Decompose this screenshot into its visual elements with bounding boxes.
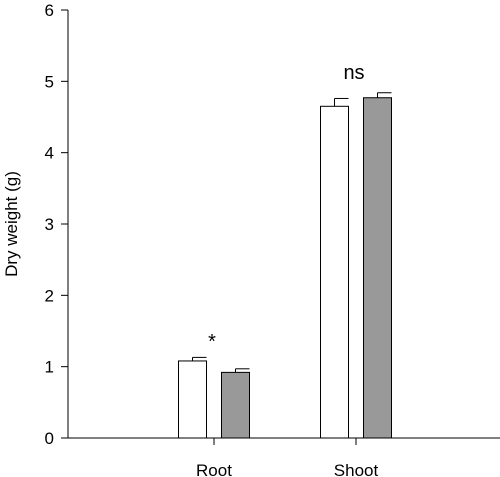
y-tick-label: 2 (45, 286, 54, 305)
y-tick-label: 3 (45, 215, 54, 234)
bars (178, 92, 392, 439)
y-tick-label: 4 (45, 144, 54, 163)
significance-label: * (208, 331, 216, 353)
x-tick-label: Root (196, 461, 232, 477)
bar (363, 97, 392, 439)
bar (320, 105, 349, 439)
y-tick-label: 1 (45, 358, 54, 377)
x-tick-label: Shoot (334, 461, 379, 477)
y-tick-label: 6 (45, 1, 54, 20)
y-tick-label: 5 (45, 72, 54, 91)
annotations: * ns (208, 62, 364, 353)
y-axis-title: Dry weight (g) (2, 171, 21, 277)
significance-label: ns (343, 62, 364, 84)
bar (178, 360, 207, 439)
y-axis: 0 1 2 3 4 5 6 (45, 1, 69, 448)
bar (221, 371, 250, 439)
x-axis: Root Shoot (68, 437, 500, 477)
y-tick-label: 0 (45, 429, 54, 448)
